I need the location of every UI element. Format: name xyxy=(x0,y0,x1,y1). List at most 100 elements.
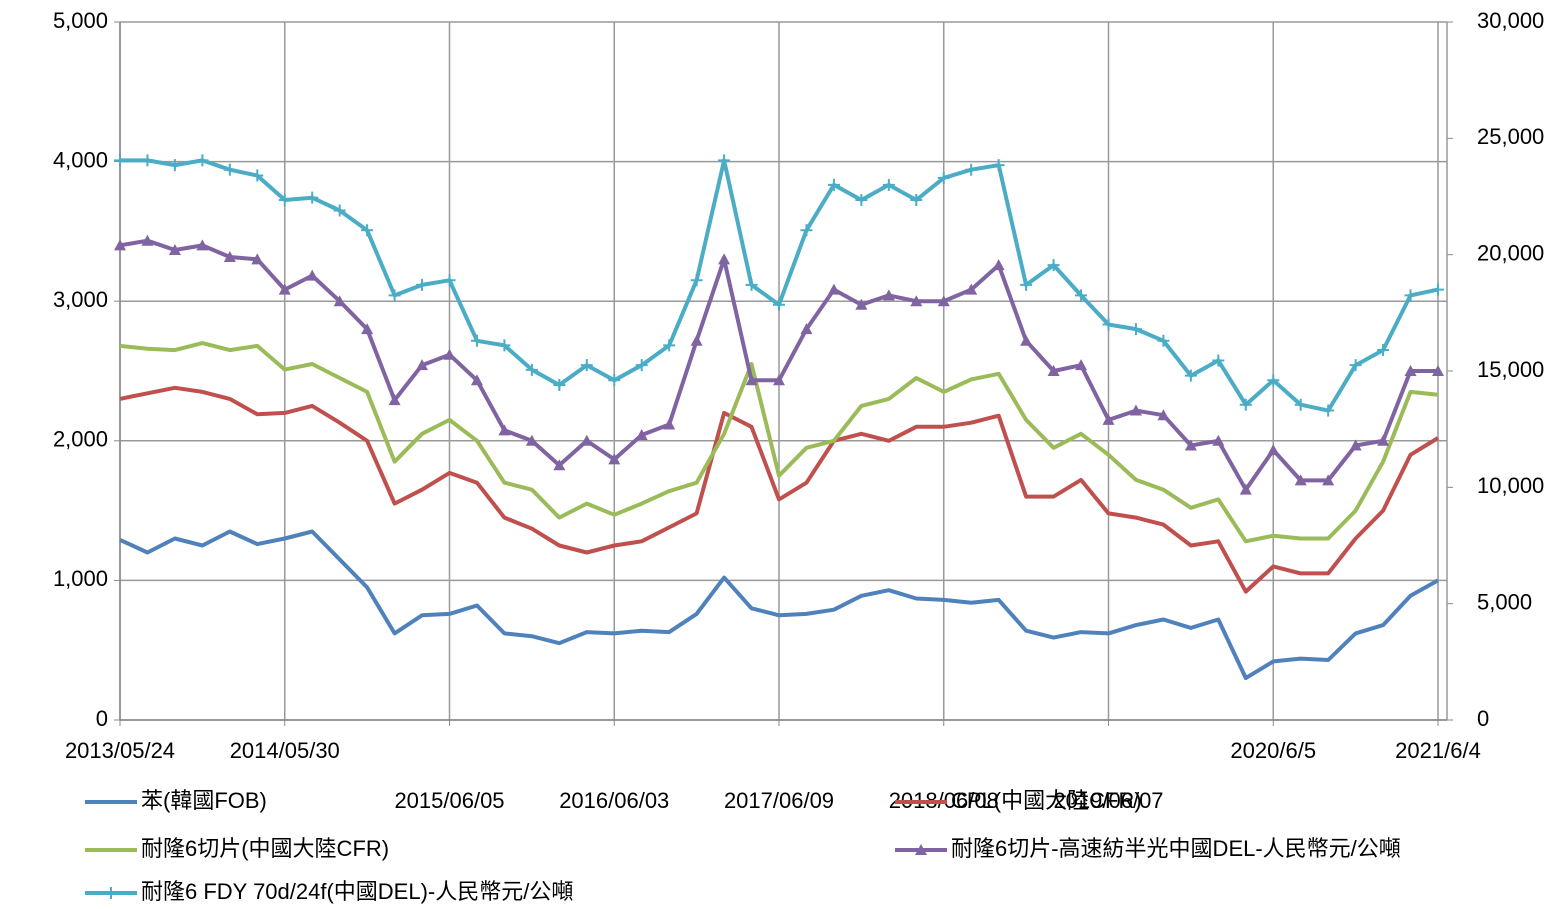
point-marker xyxy=(745,374,758,386)
point-marker xyxy=(1212,434,1225,446)
point-marker xyxy=(992,259,1005,271)
point-marker xyxy=(1267,374,1280,387)
point-marker xyxy=(1075,359,1088,371)
point-marker xyxy=(855,298,868,310)
point-marker xyxy=(168,244,181,256)
point-marker xyxy=(1349,359,1362,372)
point-marker xyxy=(278,283,291,295)
x-tick-label: 2017/06/09 xyxy=(724,788,834,813)
point-marker xyxy=(388,289,401,302)
legend-marker xyxy=(105,887,117,899)
y-tick-label: 3,000 xyxy=(53,287,108,312)
point-marker xyxy=(223,250,236,262)
y-tick-label: 4,000 xyxy=(53,147,108,172)
point-marker xyxy=(1102,318,1115,331)
point-marker xyxy=(1075,289,1088,302)
point-marker xyxy=(1157,409,1170,421)
point-marker xyxy=(773,298,785,311)
point-marker xyxy=(965,163,978,176)
point-marker xyxy=(1020,278,1033,291)
point-marker xyxy=(141,154,154,167)
point-marker xyxy=(937,295,950,307)
point-marker xyxy=(525,363,538,376)
point-marker xyxy=(1404,365,1417,376)
point-marker xyxy=(361,323,374,335)
point-marker xyxy=(553,378,566,391)
point-marker xyxy=(470,334,483,347)
point-marker xyxy=(1129,404,1142,416)
point-marker xyxy=(1294,398,1307,411)
point-marker xyxy=(910,193,923,206)
point-marker xyxy=(1322,404,1335,417)
point-marker xyxy=(910,295,923,307)
y-tick-label: 2,000 xyxy=(53,427,108,452)
point-marker xyxy=(114,154,126,167)
point-marker xyxy=(663,339,676,352)
point-marker xyxy=(1432,365,1444,376)
point-marker xyxy=(388,394,401,406)
point-marker xyxy=(855,193,868,206)
point-marker xyxy=(525,434,538,446)
point-marker xyxy=(663,418,676,430)
y2-tick-label: 5,000 xyxy=(1477,589,1532,614)
point-marker xyxy=(443,348,456,360)
point-marker xyxy=(443,274,456,287)
point-marker xyxy=(1157,334,1170,347)
legend-label: 耐隆6切片(中國大陸CFR) xyxy=(141,836,389,861)
point-marker xyxy=(114,239,126,251)
point-marker xyxy=(1239,398,1252,411)
point-marker xyxy=(306,191,319,204)
point-marker xyxy=(608,374,621,387)
y-tick-label: 0 xyxy=(96,706,108,731)
point-marker xyxy=(1184,439,1197,451)
point-marker xyxy=(827,283,840,295)
point-marker xyxy=(278,193,291,206)
point-marker xyxy=(937,171,950,184)
point-marker xyxy=(773,374,785,386)
point-marker xyxy=(553,459,566,471)
point-marker xyxy=(827,178,840,191)
point-marker xyxy=(800,323,813,335)
legend-label: 苯(韓國FOB) xyxy=(141,788,267,813)
point-marker xyxy=(690,274,703,287)
point-marker xyxy=(745,278,758,291)
point-marker xyxy=(1349,439,1362,451)
point-marker xyxy=(1047,259,1060,272)
y2-tick-label: 10,000 xyxy=(1477,473,1544,498)
point-marker xyxy=(361,224,374,237)
y-tick-label: 1,000 xyxy=(53,566,108,591)
point-marker xyxy=(1212,354,1225,367)
point-marker xyxy=(168,159,181,172)
point-marker xyxy=(608,453,621,465)
point-marker xyxy=(635,428,648,440)
legend-label: CPL(中國大陸CFR) xyxy=(951,788,1142,813)
point-marker xyxy=(882,289,895,301)
point-marker xyxy=(1432,283,1444,296)
series-line xyxy=(119,341,1439,544)
point-marker xyxy=(1294,474,1307,486)
point-marker xyxy=(690,334,703,346)
y2-tick-label: 30,000 xyxy=(1477,8,1544,33)
y2-tick-label: 20,000 xyxy=(1477,240,1544,265)
point-marker xyxy=(882,178,895,191)
x-tick-label: 2015/06/05 xyxy=(394,788,504,813)
point-marker xyxy=(251,169,264,182)
y2-tick-label: 15,000 xyxy=(1477,357,1544,382)
point-marker xyxy=(718,154,731,167)
point-marker xyxy=(1129,323,1142,336)
point-marker xyxy=(992,159,1005,172)
point-marker xyxy=(333,295,346,307)
point-marker xyxy=(251,253,264,265)
y2-tick-label: 0 xyxy=(1477,706,1489,731)
point-marker xyxy=(416,278,429,291)
x-tick-label: 2013/05/24 xyxy=(65,738,175,763)
point-marker xyxy=(580,359,593,372)
point-marker xyxy=(1404,289,1417,302)
point-marker xyxy=(141,234,154,246)
y-tick-label: 5,000 xyxy=(53,8,108,33)
point-marker xyxy=(965,283,978,295)
point-marker xyxy=(223,163,236,176)
x-tick-label: 2020/6/5 xyxy=(1230,738,1316,763)
point-marker xyxy=(1239,483,1252,495)
